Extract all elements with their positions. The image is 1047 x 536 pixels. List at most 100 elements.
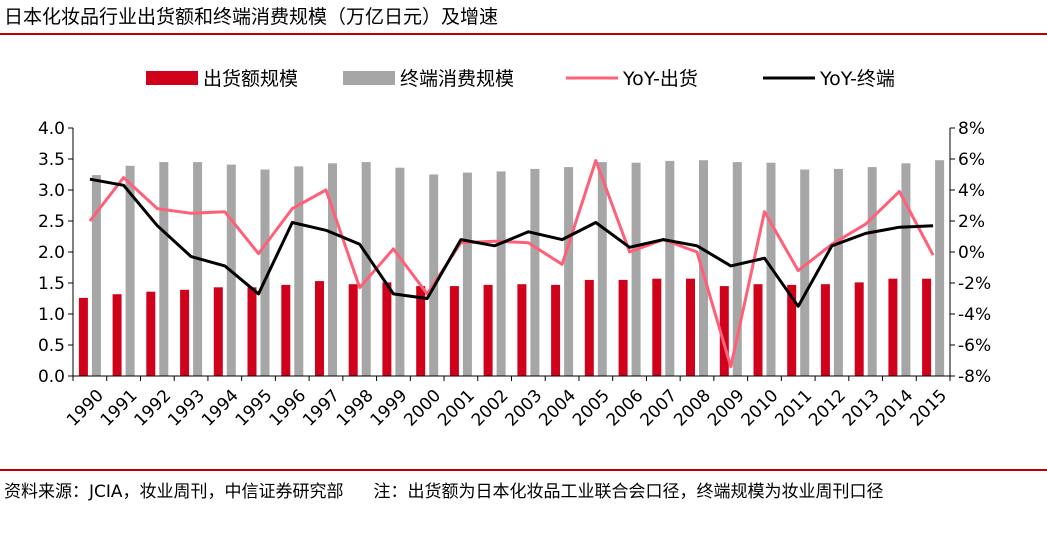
shipment-bar-1995	[247, 287, 257, 376]
retail-bar-2012	[833, 168, 843, 376]
x-tick-label-1996: 1996	[265, 386, 310, 431]
legend-label-0: 出货额规模	[203, 68, 298, 90]
legend-label-3: YoY-终端	[819, 68, 895, 90]
shipment-bar-1994	[213, 287, 223, 376]
x-tick-label-2008: 2008	[670, 386, 715, 431]
right-tick-label: -8%	[958, 367, 991, 387]
retail-bar-1992	[159, 162, 169, 376]
retail-bar-2008	[699, 160, 708, 376]
x-tick-label-1998: 1998	[333, 386, 378, 431]
legend-swatch-0	[146, 71, 198, 85]
x-tick-label-2007: 2007	[637, 386, 682, 431]
x-tick-label-2004: 2004	[535, 386, 580, 431]
legend-swatch-1	[343, 71, 395, 85]
right-tick-label: 4%	[958, 181, 985, 201]
retail-bar-1999	[395, 167, 405, 376]
footer-divider	[0, 469, 1047, 471]
shipment-bar-2015	[922, 278, 932, 376]
right-tick-label: -6%	[958, 336, 991, 356]
x-tick-label-2006: 2006	[603, 386, 648, 431]
x-tick-label-2002: 2002	[468, 386, 513, 431]
x-tick-label-1994: 1994	[198, 386, 243, 431]
shipment-bar-2008	[686, 278, 695, 376]
x-tick-label-1995: 1995	[232, 386, 277, 431]
x-tick-label-2003: 2003	[502, 386, 547, 431]
shipment-bar-2007	[652, 278, 662, 376]
left-tick-label: 1.0	[38, 305, 65, 325]
legend-label-2: YoY-出货	[622, 68, 698, 90]
shipment-bar-2003	[517, 284, 527, 376]
x-tick-label-1993: 1993	[164, 386, 209, 431]
yoy-retail-line	[89, 177, 934, 308]
x-tick-label-1991: 1991	[97, 386, 142, 431]
shipment-bar-2009	[719, 286, 729, 376]
left-tick-label: 3.5	[38, 150, 65, 170]
shipment-bar-2005	[584, 279, 594, 376]
x-tick-label-1997: 1997	[299, 386, 344, 431]
retail-bar-2005	[597, 162, 607, 376]
retail-bar-2002	[496, 171, 506, 376]
x-tick-label-2009: 2009	[704, 386, 749, 431]
retail-bar-1997	[328, 163, 337, 376]
shipment-bar-1998	[348, 284, 358, 376]
x-tick-label-2014: 2014	[873, 386, 918, 431]
x-tick-label-1999: 1999	[367, 386, 412, 431]
left-tick-label: 4.0	[38, 119, 65, 139]
shipment-bar-2014	[888, 278, 898, 376]
legend: 出货额规模 终端消费规模 YoY-出货 YoY-终端	[146, 68, 895, 90]
shipment-bar-1991	[112, 294, 122, 376]
note-text: 注：出货额为日本化妆品工业联合会口径，终端规模为妆业周刊口径	[373, 482, 884, 502]
x-tick-label-1992: 1992	[131, 386, 176, 431]
x-tick-label-2005: 2005	[569, 386, 614, 431]
shipment-bar-2013	[854, 282, 864, 376]
x-tick-label-2015: 2015	[906, 386, 951, 431]
shipment-bar-2006	[618, 279, 628, 376]
right-tick-label: 2%	[958, 212, 985, 232]
source-text: 资料来源：JCIA，妆业周刊，中信证券研究部	[4, 482, 344, 502]
retail-bar-2003	[530, 168, 540, 376]
retail-bar-1996	[294, 166, 304, 376]
left-tick-label: 2.0	[38, 243, 65, 263]
retail-bar-2000	[429, 174, 439, 376]
retail-bar-2001	[462, 172, 472, 376]
retail-bar-1998	[361, 162, 371, 376]
retail-bar-2015	[935, 160, 945, 376]
shipment-bar-2000	[416, 286, 426, 376]
retail-bar-2007	[665, 160, 675, 376]
retail-bar-1990	[91, 175, 101, 376]
shipment-bar-1999	[382, 282, 392, 376]
shipment-bar-1997	[315, 281, 324, 376]
shipment-bar-1992	[146, 291, 156, 376]
retail-bar-1995	[260, 169, 270, 376]
right-tick-label: -4%	[958, 305, 991, 325]
shipment-bar-2004	[551, 284, 561, 376]
shipment-bar-1996	[281, 284, 291, 376]
retail-bar-2006	[631, 162, 641, 376]
right-tick-label: 8%	[958, 119, 985, 139]
legend-label-1: 终端消费规模	[400, 68, 514, 90]
yoy-shipment-line	[88, 159, 935, 369]
title-divider	[0, 33, 1047, 35]
combo-chart: 出货额规模 终端消费规模 YoY-出货 YoY-终端 0.0 0.5 1.0 1.5 2.0 2…	[38, 68, 991, 431]
axes: 0.0 0.5 1.0 1.5 2.0 2.5 3.0 3.5 4.0 -8% -6% -4% -2% 0…	[38, 119, 991, 431]
right-tick-label: 0%	[958, 243, 985, 263]
x-tick-label-1990: 1990	[63, 386, 108, 431]
left-tick-label: 0.5	[38, 336, 65, 356]
right-tick-label: 6%	[958, 150, 985, 170]
retail-bar-2011	[800, 169, 810, 376]
shipment-bar-1993	[180, 289, 190, 376]
retail-bar-2004	[564, 167, 574, 376]
shipment-bar-1990	[78, 297, 88, 376]
x-tick-label-2001: 2001	[434, 386, 479, 431]
left-tick-label: 3.0	[38, 181, 65, 201]
retail-bar-1993	[193, 162, 203, 376]
x-tick-label-2000: 2000	[400, 386, 445, 431]
chart-title: 日本化妆品行业出货额和终端消费规模（万亿日元）及增速	[4, 6, 499, 28]
shipment-bar-2002	[483, 284, 493, 376]
left-tick-label: 2.5	[38, 212, 65, 232]
retail-bar-1991	[125, 165, 135, 376]
x-tick-label-2011: 2011	[771, 386, 816, 431]
left-tick-label: 0.0	[38, 367, 65, 387]
left-tick-label: 1.5	[38, 274, 65, 294]
retail-bar-2014	[901, 163, 911, 376]
